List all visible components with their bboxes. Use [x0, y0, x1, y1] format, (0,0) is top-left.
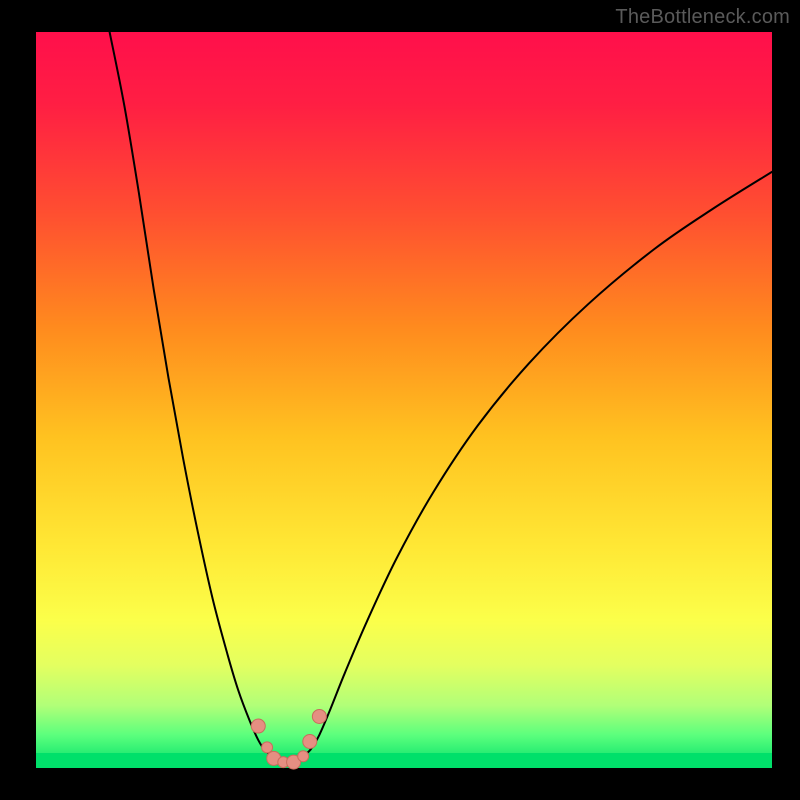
marker-dot [312, 709, 326, 723]
marker-dot [262, 742, 273, 753]
marker-dot [251, 719, 265, 733]
marker-dot [303, 735, 317, 749]
watermark-text: TheBottleneck.com [615, 6, 790, 29]
chart-container: TheBottleneck.com [0, 0, 800, 800]
plot-bottom-band [36, 753, 772, 768]
chart-svg [0, 0, 800, 800]
plot-gradient-background [36, 32, 772, 768]
marker-dot [298, 751, 309, 762]
